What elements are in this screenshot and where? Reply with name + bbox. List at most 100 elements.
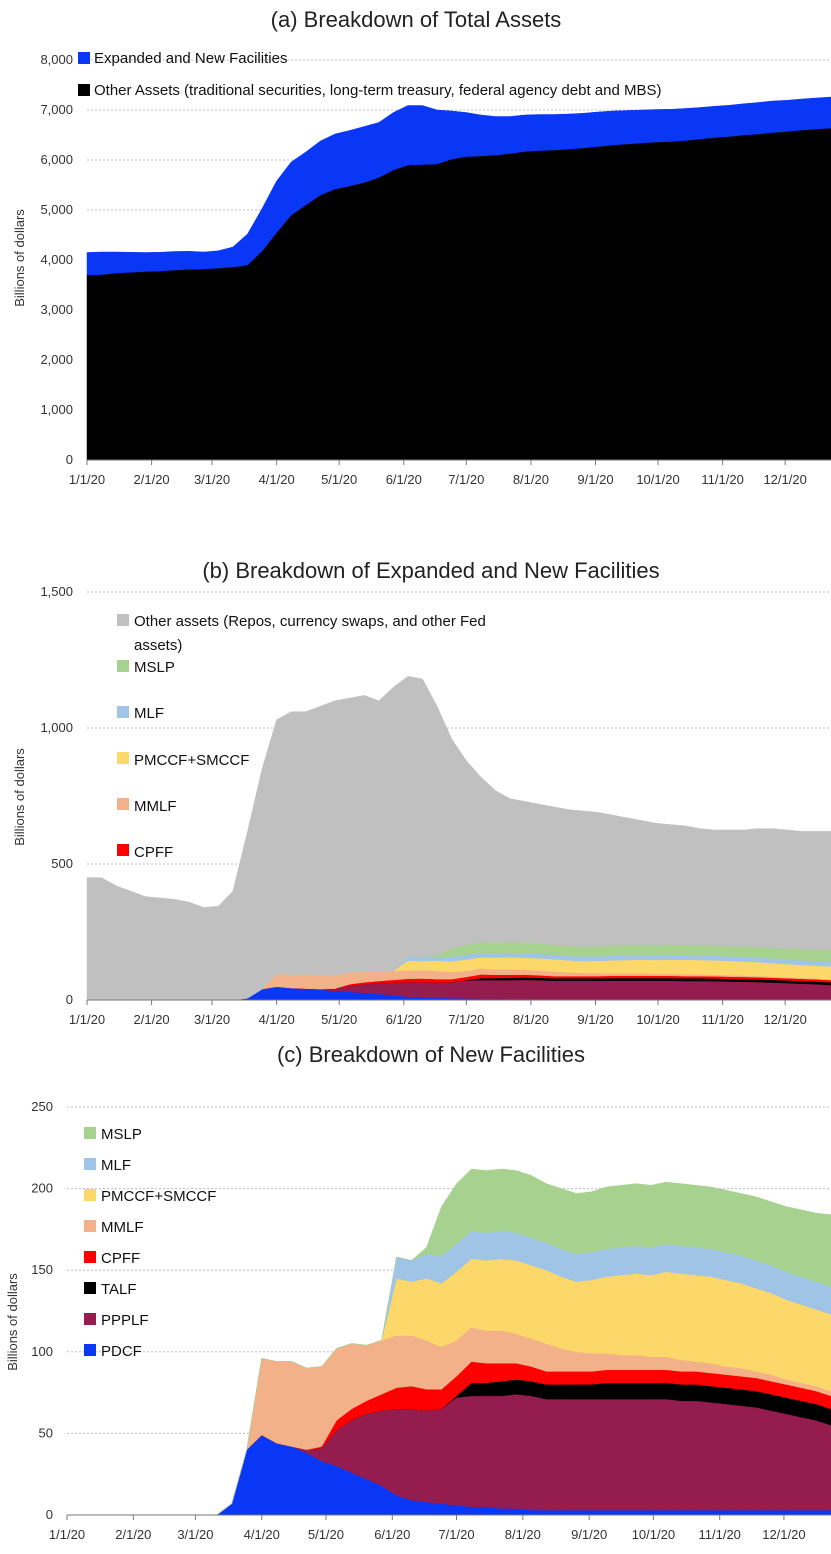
panel-a-yticks: 0 1,000 2,000 3,000 4,000 5,000 6,000 7,000 8,00… (40, 52, 73, 467)
panel-a-title: (a) Breakdown of Total Assets (271, 7, 562, 32)
area-mslp (67, 1168, 831, 1516)
legend-c-swatch-mslp (84, 1127, 96, 1139)
panel-c-yticks: 0 50 100 150 200 250 (31, 1099, 53, 1522)
x-tick-label: 3/1/20 (177, 1527, 213, 1542)
panel-c-xticks: 1/1/20 2/1/20 3/1/20 4/1/20 5/1/20 6/1/20 7/1/… (49, 1514, 831, 1542)
y-tick-label: 0 (46, 1507, 53, 1522)
x-tick-label: 6/1/20 (374, 1527, 410, 1542)
legend-b-label-mslp: MSLP (134, 659, 175, 676)
x-tick-label: 3/1/20 (194, 1012, 230, 1027)
x-tick-label: 1/1/20 (69, 1012, 105, 1027)
y-tick-label: 1,000 (40, 402, 73, 417)
x-tick-label: 12/1/20 (763, 1012, 806, 1027)
x-tick-label: 12/1/20 (763, 472, 806, 487)
panel-c: (c) Breakdown of New Facilities Billions… (5, 1042, 831, 1542)
legend-b-label-mlf: MLF (134, 705, 164, 722)
x-tick-label: 2/1/20 (134, 1012, 170, 1027)
area-b-other-assets (86, 676, 831, 1001)
legend-a-label-other: Other Assets (traditional securities, lo… (94, 82, 661, 99)
panel-c-areas (67, 1168, 831, 1516)
y-tick-label: 6,000 (40, 152, 73, 167)
legend-c-label-ppplf: PPPLF (101, 1312, 149, 1329)
y-tick-label: 500 (51, 856, 73, 871)
legend-b-swatch-cpff (117, 844, 129, 856)
legend-c-swatch-cpff (84, 1251, 96, 1263)
x-tick-label: 9/1/20 (577, 472, 613, 487)
legend-b-swatch-other (117, 614, 129, 626)
panel-c-ylabel: Billions of dollars (5, 1273, 20, 1371)
legend-c-label-mmlf: MMLF (101, 1219, 144, 1236)
legend-c-label-cpff: CPFF (101, 1250, 140, 1267)
legend-c-swatch-pdcf (84, 1344, 96, 1356)
x-tick-label: 11/1/20 (701, 472, 743, 487)
x-tick-label: 10/1/20 (636, 472, 679, 487)
x-tick-label: 9/1/20 (571, 1527, 607, 1542)
y-tick-label: 50 (39, 1425, 53, 1440)
x-tick-label: 6/1/20 (386, 472, 422, 487)
panel-a-xticks: 1/1/20 2/1/20 3/1/20 4/1/20 5/1/20 6/1/20 7/1/… (69, 459, 831, 487)
y-tick-label: 1,500 (40, 584, 73, 599)
panel-b-title: (b) Breakdown of Expanded and New Facili… (202, 558, 659, 583)
x-tick-label: 1/1/20 (69, 472, 105, 487)
x-tick-label: 11/1/20 (701, 1012, 743, 1027)
panel-a-legend: Expanded and New Facilities Other Assets… (78, 50, 661, 99)
legend-c-swatch-mlf (84, 1158, 96, 1170)
x-tick-label: 2/1/20 (134, 472, 170, 487)
x-tick-label: 4/1/20 (259, 472, 295, 487)
x-tick-label: 11/1/20 (699, 1527, 741, 1542)
legend-c-swatch-pmccf-smccf (84, 1189, 96, 1201)
y-tick-label: 1,000 (40, 720, 73, 735)
legend-b-label-cpff: CPFF (134, 844, 173, 861)
x-tick-label: 5/1/20 (321, 472, 357, 487)
legend-c-swatch-ppplf (84, 1313, 96, 1325)
x-tick-label: 7/1/20 (438, 1527, 474, 1542)
legend-c-label-mslp: MSLP (101, 1126, 142, 1143)
legend-a-swatch-other (78, 84, 90, 96)
area-other-assets-traditional-securities-long-term-treasury-federal-agency-debt-and-mbs (86, 127, 831, 461)
x-tick-label: 8/1/20 (513, 1012, 549, 1027)
legend-b-swatch-mmlf (117, 798, 129, 810)
y-tick-label: 7,000 (40, 102, 73, 117)
legend-b-label-pmccf: PMCCF+SMCCF (134, 752, 249, 769)
x-tick-label: 5/1/20 (308, 1527, 344, 1542)
x-tick-label: 9/1/20 (577, 1012, 613, 1027)
x-tick-label: 2/1/20 (115, 1527, 151, 1542)
area-ppplf (67, 1393, 831, 1516)
y-tick-label: 8,000 (40, 52, 73, 67)
area-expanded-and-new-facilities (86, 96, 831, 276)
x-tick-label: 10/1/20 (632, 1527, 675, 1542)
y-tick-label: 200 (31, 1181, 53, 1196)
panel-b-legend: Other assets (Repos, currency swaps, and… (117, 613, 486, 861)
x-tick-label: 10/1/20 (636, 1012, 679, 1027)
y-tick-label: 250 (31, 1099, 53, 1114)
legend-b-label-mmlf: MMLF (134, 798, 177, 815)
y-tick-label: 4,000 (40, 252, 73, 267)
y-tick-label: 150 (31, 1262, 53, 1277)
panel-a: (a) Breakdown of Total Assets Billions o… (12, 7, 831, 487)
x-tick-label: 1/1/20 (49, 1527, 85, 1542)
legend-c-swatch-mmlf (84, 1220, 96, 1232)
panel-b-ylabel: Billions of dollars (12, 748, 27, 846)
legend-c-label-mlf: MLF (101, 1157, 131, 1174)
legend-b-swatch-mlf (117, 706, 129, 718)
legend-b-label-other: Other assets (Repos, currency swaps, and… (134, 613, 486, 630)
panel-a-areas (86, 96, 831, 461)
y-tick-label: 5,000 (40, 202, 73, 217)
panel-b-xticks: 1/1/20 2/1/20 3/1/20 4/1/20 5/1/20 6/1/20 7/1/… (69, 999, 831, 1027)
x-tick-label: 4/1/20 (259, 1012, 295, 1027)
x-tick-label: 6/1/20 (386, 1012, 422, 1027)
y-tick-label: 0 (66, 452, 73, 467)
y-tick-label: 0 (66, 992, 73, 1007)
legend-b-swatch-pmccf (117, 752, 129, 764)
x-tick-label: 7/1/20 (448, 1012, 484, 1027)
panel-a-ylabel: Billions of dollars (12, 209, 27, 307)
legend-c-label-pmccf-smccf: PMCCF+SMCCF (101, 1188, 216, 1205)
legend-b-label-other-cont: assets) (134, 637, 182, 654)
x-tick-label: 4/1/20 (244, 1527, 280, 1542)
panel-c-title: (c) Breakdown of New Facilities (277, 1042, 585, 1067)
legend-b-swatch-mslp (117, 660, 129, 672)
legend-a-swatch-expanded (78, 52, 90, 64)
legend-a-label-expanded: Expanded and New Facilities (94, 50, 287, 67)
